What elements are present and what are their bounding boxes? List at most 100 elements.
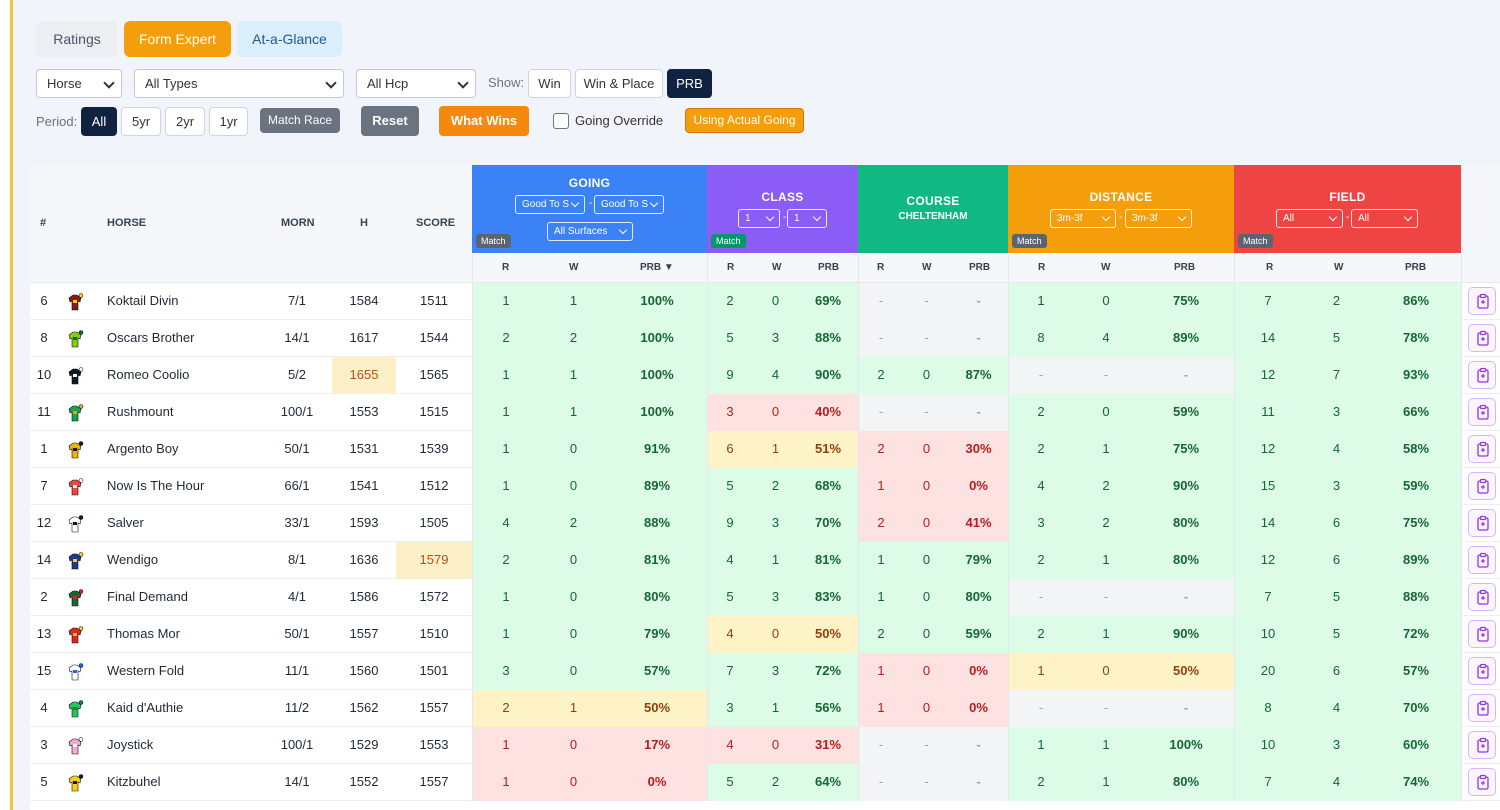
notes-icon-button[interactable] xyxy=(1468,435,1496,463)
class-match-badge[interactable]: Match xyxy=(711,234,746,248)
distance-from-select[interactable]: 3m-3f xyxy=(1050,209,1116,228)
period-2yr-button[interactable]: 2yr xyxy=(165,107,205,136)
field-w-header[interactable]: W xyxy=(1334,262,1344,273)
table-row[interactable]: 11 Rushmount 100/1 1553 1515 1 1 100% 3 0 40% - - -2 0… xyxy=(30,394,1500,431)
horse-name[interactable]: Romeo Coolio xyxy=(107,367,190,382)
class-prb: 31% xyxy=(798,727,858,764)
table-row[interactable]: 2 Final Demand 4/1 1586 1572 1 0 80% 5 3 83% 1 0 80% -… xyxy=(30,579,1500,616)
going-from-select[interactable]: Good To S xyxy=(515,195,585,214)
notes-icon-button[interactable] xyxy=(1468,694,1496,722)
horse-name[interactable]: Now Is The Hour xyxy=(107,478,205,493)
notes-icon xyxy=(1477,367,1489,383)
horse-name[interactable]: Thomas Mor xyxy=(107,626,180,641)
notes-icon-button[interactable] xyxy=(1468,657,1496,685)
distance-match-badge[interactable]: Match xyxy=(1012,234,1047,248)
table-row[interactable]: 14 Wendigo 8/1 1636 1579 2 0 81% 4 1 81% 1 0 79% 2 1 80%… xyxy=(30,542,1500,579)
horse-name[interactable]: Kaid d'Authie xyxy=(107,700,184,715)
horse-name[interactable]: Western Fold xyxy=(107,663,185,678)
table-row[interactable]: 5 Kitzbuhel 14/1 1552 1557 1 0 0% 5 2 64% - - -2 1 80% 7… xyxy=(30,764,1500,801)
class-w-header[interactable]: W xyxy=(772,262,782,273)
going-r: 1 xyxy=(472,431,540,468)
notes-icon-button[interactable] xyxy=(1468,398,1496,426)
tab-at-a-glance[interactable]: At-a-Glance xyxy=(237,21,342,57)
class-r-header[interactable]: R xyxy=(727,262,735,273)
horse-name[interactable]: Joystick xyxy=(107,737,154,752)
tab-ratings[interactable]: Ratings xyxy=(36,21,118,57)
going-match-badge[interactable]: Match xyxy=(476,234,511,248)
horse-name[interactable]: Kitzbuhel xyxy=(107,774,161,789)
period-1yr-button[interactable]: 1yr xyxy=(209,107,248,136)
race-types-select[interactable]: All Types xyxy=(134,69,344,98)
horse-name[interactable]: Oscars Brother xyxy=(107,330,195,345)
going-to-select[interactable]: Good To S xyxy=(594,195,664,214)
distance-prb-header[interactable]: PRB xyxy=(1174,262,1196,273)
tab-form-expert[interactable]: Form Expert xyxy=(124,21,231,57)
table-row[interactable]: 4 Kaid d'Authie 11/2 1562 1557 2 1 50% 3 1 56% 1 0 0%… xyxy=(30,690,1500,727)
type-select[interactable]: Horse xyxy=(36,69,122,98)
horse-name[interactable]: Wendigo xyxy=(107,552,159,567)
table-row[interactable]: 3 Joystick 100/1 1529 1553 1 0 17% 4 0 31% - - -1 1 100… xyxy=(30,727,1500,764)
going-override-checkbox[interactable] xyxy=(553,113,569,129)
going-w-header[interactable]: W xyxy=(569,262,579,273)
distance-r-header[interactable]: R xyxy=(1038,262,1046,273)
field-match-badge[interactable]: Match xyxy=(1238,234,1273,248)
notes-icon-button[interactable] xyxy=(1468,472,1496,500)
table-row[interactable]: 1 Argento Boy 50/1 1531 1539 1 0 91% 6 1 51% 2 0 30% 2… xyxy=(30,431,1500,468)
horse-name[interactable]: Rushmount xyxy=(107,404,174,419)
table-row[interactable]: 10 Romeo Coolio 5/2 1655 1565 1 1 100% 9 4 90% 2 0 87… xyxy=(30,357,1500,394)
going-prb-header-sorted[interactable]: PRB ▼ xyxy=(640,262,674,273)
table-row[interactable]: 8 Oscars Brother 14/1 1617 1544 2 2 100% 5 3 88% - -… xyxy=(30,320,1500,357)
field-prb-header[interactable]: PRB xyxy=(1405,262,1427,273)
field-from-select[interactable]: All xyxy=(1276,209,1343,228)
hcp-select[interactable]: All Hcp xyxy=(356,69,476,98)
distance-to-value: 3m-3f xyxy=(1132,213,1158,224)
table-row[interactable]: 12 Salver 33/1 1593 1505 4 2 88% 9 3 70% 2 0 41% 3 2 80%… xyxy=(30,505,1500,542)
distance-to-select[interactable]: 3m-3f xyxy=(1125,209,1192,228)
horse-name[interactable]: Final Demand xyxy=(107,589,188,604)
going-r-header[interactable]: R xyxy=(502,262,510,273)
course-r-header[interactable]: R xyxy=(877,262,885,273)
table-row[interactable]: 6 Koktail Divin 7/1 1584 1511 1 1 100% 2 0 69% - - -1… xyxy=(30,283,1500,320)
notes-icon-button[interactable] xyxy=(1468,546,1496,574)
notes-icon-button[interactable] xyxy=(1468,361,1496,389)
notes-icon-button[interactable] xyxy=(1468,731,1496,759)
what-wins-button[interactable]: What Wins xyxy=(439,106,529,136)
class-from-select[interactable]: 1 xyxy=(738,209,780,228)
show-prb-button[interactable]: PRB xyxy=(667,69,712,98)
horse-name[interactable]: Argento Boy xyxy=(107,441,179,456)
table-row[interactable]: 15 Western Fold 11/1 1560 1501 3 0 57% 7 3 72% 1 0 0%… xyxy=(30,653,1500,690)
period-all-button[interactable]: All xyxy=(81,107,117,136)
column-divider xyxy=(472,253,473,801)
course-prb-header[interactable]: PRB xyxy=(969,262,991,273)
col-h[interactable]: H xyxy=(360,217,368,229)
course-w-header[interactable]: W xyxy=(922,262,932,273)
col-horse[interactable]: HORSE xyxy=(107,217,147,229)
horse-name[interactable]: Salver xyxy=(107,515,144,530)
notes-icon-button[interactable] xyxy=(1468,768,1496,796)
notes-icon-button[interactable] xyxy=(1468,620,1496,648)
reset-button[interactable]: Reset xyxy=(361,106,419,136)
class-prb-header[interactable]: PRB xyxy=(818,262,840,273)
field-r-header[interactable]: R xyxy=(1266,262,1274,273)
class-to-select[interactable]: 1 xyxy=(787,209,827,228)
show-win-place-button[interactable]: Win & Place xyxy=(575,69,663,98)
col-morn[interactable]: MORN xyxy=(281,217,315,229)
horse-name[interactable]: Koktail Divin xyxy=(107,293,179,308)
notes-icon-button[interactable] xyxy=(1468,324,1496,352)
field-w: 2 xyxy=(1302,283,1371,320)
period-5yr-button[interactable]: 5yr xyxy=(121,107,161,136)
notes-icon-button[interactable] xyxy=(1468,287,1496,315)
table-row[interactable]: 7 Now Is The Hour 66/1 1541 1512 1 0 89% 5 2 68% 1 0… xyxy=(30,468,1500,505)
field-to-select[interactable]: All xyxy=(1351,209,1418,228)
col-score[interactable]: SCORE xyxy=(416,217,456,229)
using-actual-going-button[interactable]: Using Actual Going xyxy=(685,108,804,133)
going-surface-select[interactable]: All Surfaces xyxy=(547,222,633,241)
show-win-button[interactable]: Win xyxy=(528,69,571,98)
notes-icon-button[interactable] xyxy=(1468,509,1496,537)
notes-icon-button[interactable] xyxy=(1468,583,1496,611)
field-r: 7 xyxy=(1234,283,1302,320)
table-row[interactable]: 13 Thomas Mor 50/1 1557 1510 1 0 79% 4 0 50% 2 0 59% 2… xyxy=(30,616,1500,653)
class-prb: 70% xyxy=(798,505,858,542)
match-race-button[interactable]: Match Race xyxy=(260,108,340,133)
distance-w-header[interactable]: W xyxy=(1101,262,1111,273)
